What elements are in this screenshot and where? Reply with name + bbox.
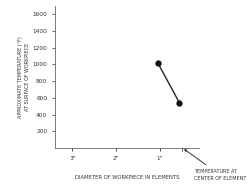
Y-axis label: APPROXIMATE TEMPERATURE (°F)
AT SURFACE OF WORKPIECE: APPROXIMATE TEMPERATURE (°F) AT SURFACE … (18, 36, 30, 118)
Text: TEMPERATURE AT
CENTER OF ELEMENT: TEMPERATURE AT CENTER OF ELEMENT (185, 150, 246, 181)
X-axis label: DIAMETER OF WORKPIECE IN ELEMENTS: DIAMETER OF WORKPIECE IN ELEMENTS (75, 175, 179, 180)
